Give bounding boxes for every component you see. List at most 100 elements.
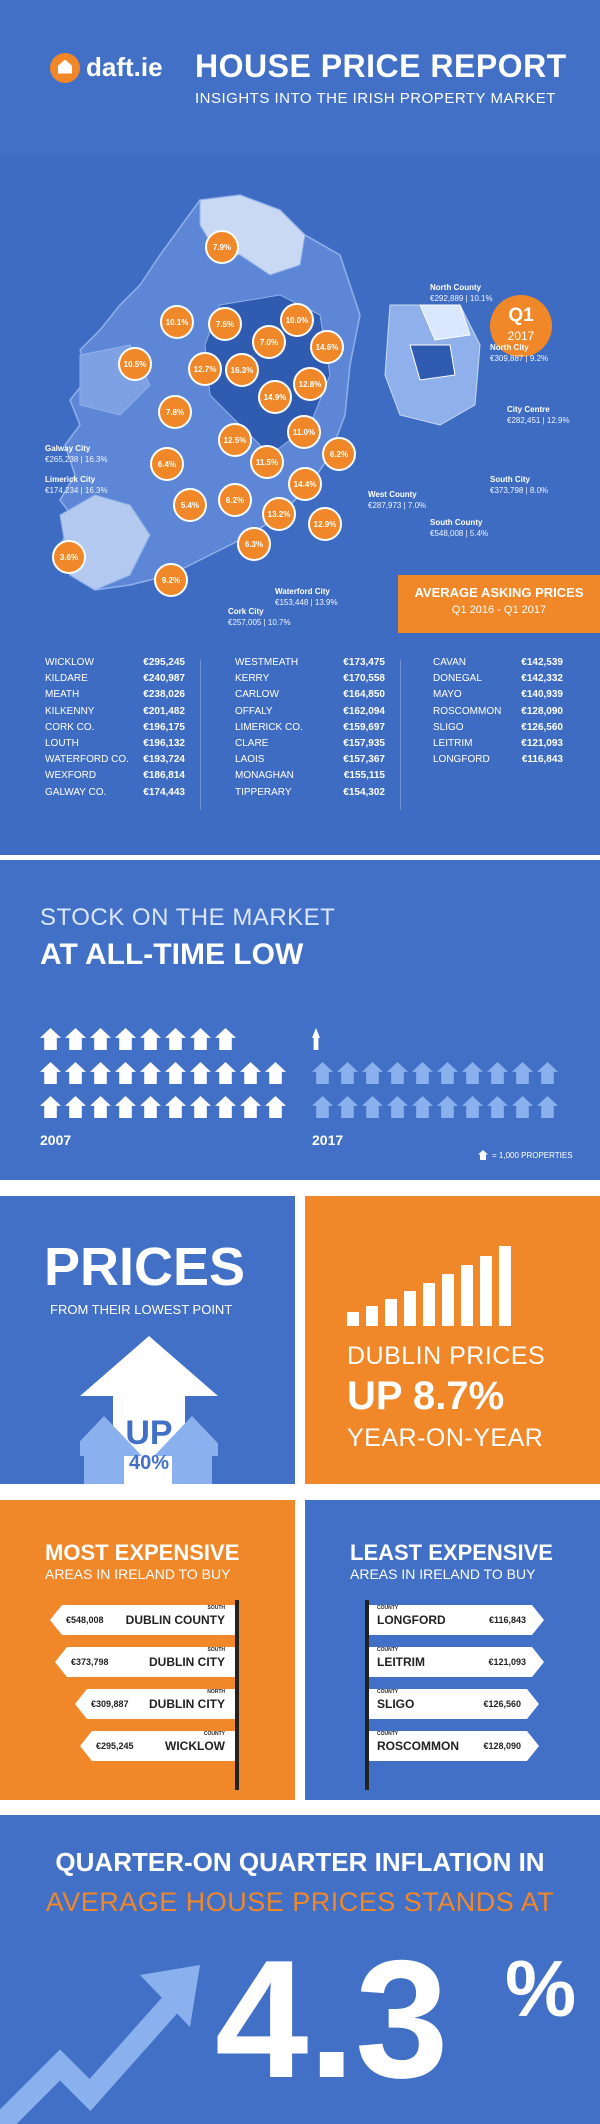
map-pin[interactable]: 11.0% (287, 415, 321, 449)
map-pin[interactable]: 7.8% (158, 395, 192, 429)
house-icon (240, 1062, 261, 1084)
signpost-pole (235, 1600, 239, 1790)
house-icon (40, 1028, 61, 1050)
house-icon (115, 1028, 136, 1050)
table-divider (400, 660, 401, 810)
dublin-prices-label: DUBLIN PRICES (347, 1342, 546, 1370)
map-pin[interactable]: 10.1% (160, 305, 194, 339)
table-row: WICKLOW €295,245 (45, 657, 185, 668)
dublin-north-city-label: North City €309,887 | 9.2% (490, 343, 549, 363)
dublin-south-county-label: South County €548,008 | 5.4% (430, 518, 489, 538)
signpost-sign[interactable]: COUNTY LONGFORD €116,843 (369, 1605, 544, 1635)
house-icon (65, 1096, 86, 1118)
table-row: LOUTH €196,132 (45, 738, 185, 750)
house-icon (115, 1062, 136, 1084)
table-row: WATERFORD CO. €193,724 (45, 754, 185, 766)
house-icon (190, 1096, 211, 1118)
stock-heading-top: STOCK ON THE MARKET (40, 904, 336, 931)
most-expensive-title: MOST EXPENSIVE (45, 1540, 240, 1565)
table-row: MAYO €140,939 (433, 689, 563, 701)
table-row: MONAGHAN €155,115 (235, 770, 385, 782)
table-row: LAOIS €157,367 (235, 754, 385, 766)
map-pin[interactable]: 14.4% (288, 467, 322, 501)
map-pin[interactable]: 6.2% (322, 437, 356, 471)
up-percent: 40% (128, 1452, 170, 1474)
map-pin[interactable]: 12.9% (308, 507, 342, 541)
table-row: LIMERICK CO. €159,697 (235, 721, 385, 733)
page-title: HOUSE PRICE REPORT (195, 48, 567, 84)
signpost-sign[interactable]: COUNTY LEITRIM €121,093 (369, 1647, 544, 1677)
map-pin[interactable]: 14.6% (310, 330, 344, 364)
prices-heading: PRICES (44, 1237, 246, 1297)
stock-legend: = 1,000 PROPERTIES (478, 1150, 573, 1160)
map-pin[interactable]: 10.0% (280, 303, 314, 337)
house-icon (412, 1062, 433, 1084)
year-2007-label: 2007 (40, 1132, 72, 1148)
legend-text: = 1,000 PROPERTIES (492, 1150, 573, 1160)
rising-bars-icon (347, 1246, 511, 1326)
map-pin[interactable]: 7.5% (208, 307, 242, 341)
least-expensive-title: LEAST EXPENSIVE (350, 1540, 553, 1565)
quarter-badge: Q1 2017 (490, 295, 552, 357)
map-pin[interactable]: 9.2% (154, 563, 188, 597)
house-icon (90, 1096, 111, 1118)
table-row: OFFALY €162,094 (235, 705, 385, 717)
signpost-sign[interactable]: COUNTY ROSCOMMON €128,090 (369, 1731, 539, 1761)
bar-icon (480, 1256, 492, 1326)
table-row: ROSCOMMON €128,090 (433, 705, 563, 717)
avg-period: Q1 2016 - Q1 2017 (451, 604, 547, 616)
inflation-subheading: AVERAGE HOUSE PRICES STANDS AT (45, 1887, 555, 1917)
house-icon (140, 1028, 161, 1050)
quarter-year: 2017 (507, 329, 535, 343)
map-pin[interactable]: 12.7% (188, 352, 222, 386)
bar-icon (423, 1283, 435, 1326)
map-pin[interactable]: 7.9% (205, 230, 239, 264)
signpost-sign[interactable]: €373,798 SOUTH DUBLIN CITY (55, 1647, 235, 1677)
house-icon (462, 1096, 483, 1118)
dublin-change: UP 8.7% (347, 1374, 505, 1418)
map-pin[interactable]: 7.0% (252, 325, 286, 359)
waterford-city-label: Waterford City €153,448 | 13.9% (275, 587, 338, 607)
map-pin[interactable]: 3.6% (52, 540, 86, 574)
signpost-sign[interactable]: COUNTY SLIGO €126,560 (369, 1689, 539, 1719)
map-pin[interactable]: 13.2% (262, 497, 296, 531)
map-pin[interactable]: 14.9% (258, 380, 292, 414)
house-icon (312, 1096, 333, 1118)
signpost-sign[interactable]: €295,245 COUNTY WICKLOW (80, 1731, 235, 1761)
map-pin[interactable]: 11.5% (250, 445, 284, 479)
logo-text: daft.ie (86, 52, 163, 82)
house-icon (215, 1096, 236, 1118)
table-row: GALWAY CO. €174,443 (45, 786, 185, 798)
inflation-heading: QUARTER-ON QUARTER INFLATION IN (55, 1847, 545, 1877)
house-icon (65, 1028, 86, 1050)
house-icon (90, 1028, 111, 1050)
map-pin[interactable]: 12.8% (293, 367, 327, 401)
daft-logo[interactable]: daft.ie (50, 52, 163, 83)
inflation-section: QUARTER-ON QUARTER INFLATION IN AVERAGE … (0, 1815, 600, 2124)
table-row: CORK CO. €196,175 (45, 721, 185, 733)
signpost-sign[interactable]: €548,008 SOUTH DUBLIN COUNTY (50, 1605, 235, 1635)
map-pin[interactable]: 16.3% (225, 353, 259, 387)
map-pin[interactable]: 6.3% (237, 527, 271, 561)
map-pin[interactable]: 6.4% (150, 447, 184, 481)
map-pin[interactable]: 12.5% (218, 423, 252, 457)
partial-house-icon (312, 1028, 320, 1050)
signpost-sign[interactable]: €309,887 NORTH DUBLIN CITY (75, 1689, 235, 1719)
house-icon (462, 1062, 483, 1084)
map-pin[interactable]: 6.2% (218, 483, 252, 517)
price-map-section: Q1 2017 7.9% 10.1% 7.5% 10.0% 14.6% 7.0%… (0, 155, 600, 855)
house-icon (387, 1096, 408, 1118)
house-icon (40, 1062, 61, 1084)
house-icon (512, 1062, 533, 1084)
map-pin[interactable]: 10.5% (118, 347, 152, 381)
table-row: DONEGAL €142,332 (433, 673, 563, 685)
map-pin[interactable]: 5.4% (173, 488, 207, 522)
house-icon (165, 1028, 186, 1050)
avg-title: AVERAGE ASKING PRICES (414, 585, 584, 600)
house-icon (412, 1096, 433, 1118)
house-icon (337, 1096, 358, 1118)
dublin-north-county-label: North County €292,889 | 10.1% (430, 283, 493, 303)
table-row: LEITRIM €121,093 (433, 738, 563, 750)
house-icon (337, 1062, 358, 1084)
house-icon (215, 1028, 236, 1050)
